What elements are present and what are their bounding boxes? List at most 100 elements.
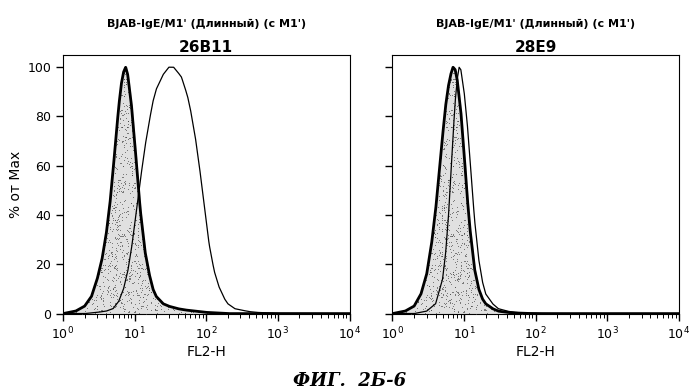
Point [442,182,454,188]
Point [461,263,472,269]
Point [412,298,423,304]
Point [479,307,490,313]
Point [130,222,141,228]
Point [108,265,120,271]
Point [116,151,127,157]
Point [128,206,139,212]
Point [123,161,134,167]
Point [463,274,474,280]
Point [104,237,115,243]
Point [104,209,115,215]
Point [107,293,118,299]
Point [142,283,153,289]
Point [118,303,129,309]
Point [125,300,136,307]
Point [136,219,147,225]
Point [116,281,127,287]
Point [123,104,134,111]
Point [106,277,118,283]
Point [111,227,122,233]
Point [123,110,134,116]
Point [454,140,466,146]
Point [416,300,428,306]
Point [433,217,444,223]
Point [124,98,135,105]
Point [115,299,126,305]
Point [426,250,437,256]
Point [447,107,458,113]
Point [129,230,140,236]
Point [460,252,471,258]
Point [134,285,146,291]
Point [102,276,113,282]
Point [122,256,134,262]
Point [458,279,469,285]
Point [448,198,459,205]
Point [130,252,141,258]
Point [116,200,127,207]
Point [98,256,109,262]
Point [463,294,475,301]
Point [108,205,120,212]
Point [134,294,145,301]
Point [455,163,466,169]
Point [419,305,430,311]
Point [192,309,203,315]
Point [440,287,451,293]
Point [450,227,461,233]
Point [462,292,473,298]
Point [437,172,448,178]
Point [439,217,450,223]
Point [438,291,449,298]
Point [120,79,132,85]
Point [102,287,113,294]
Point [117,233,128,240]
Point [80,308,91,314]
Point [446,200,457,207]
Point [471,301,482,308]
Point [449,178,460,185]
Point [102,252,113,259]
Point [111,258,122,264]
Point [442,241,453,248]
Point [115,246,126,252]
Point [158,307,169,314]
Point [136,265,147,272]
Point [449,180,460,186]
Point [111,151,122,157]
Point [136,289,147,295]
Point [503,310,514,316]
Point [64,310,75,316]
Point [118,231,130,237]
Point [452,185,463,192]
Point [452,208,463,214]
Point [97,297,108,303]
Point [126,113,137,119]
Point [444,91,456,98]
Point [418,306,429,312]
Point [456,202,468,209]
Point [440,154,452,160]
Point [424,283,435,289]
Point [122,208,134,214]
Point [113,214,124,220]
Point [112,136,123,142]
Point [436,207,447,213]
Point [444,211,456,217]
Point [463,292,474,298]
Point [118,70,130,76]
Point [447,139,458,145]
Point [447,133,458,139]
Point [479,301,490,308]
Point [441,224,452,230]
Point [452,158,463,164]
Point [132,280,144,286]
Point [457,240,468,246]
Point [132,242,144,249]
Point [111,240,122,247]
Point [437,162,448,169]
Point [102,288,113,294]
Point [107,192,118,198]
Point [434,239,445,245]
Point [454,143,465,149]
